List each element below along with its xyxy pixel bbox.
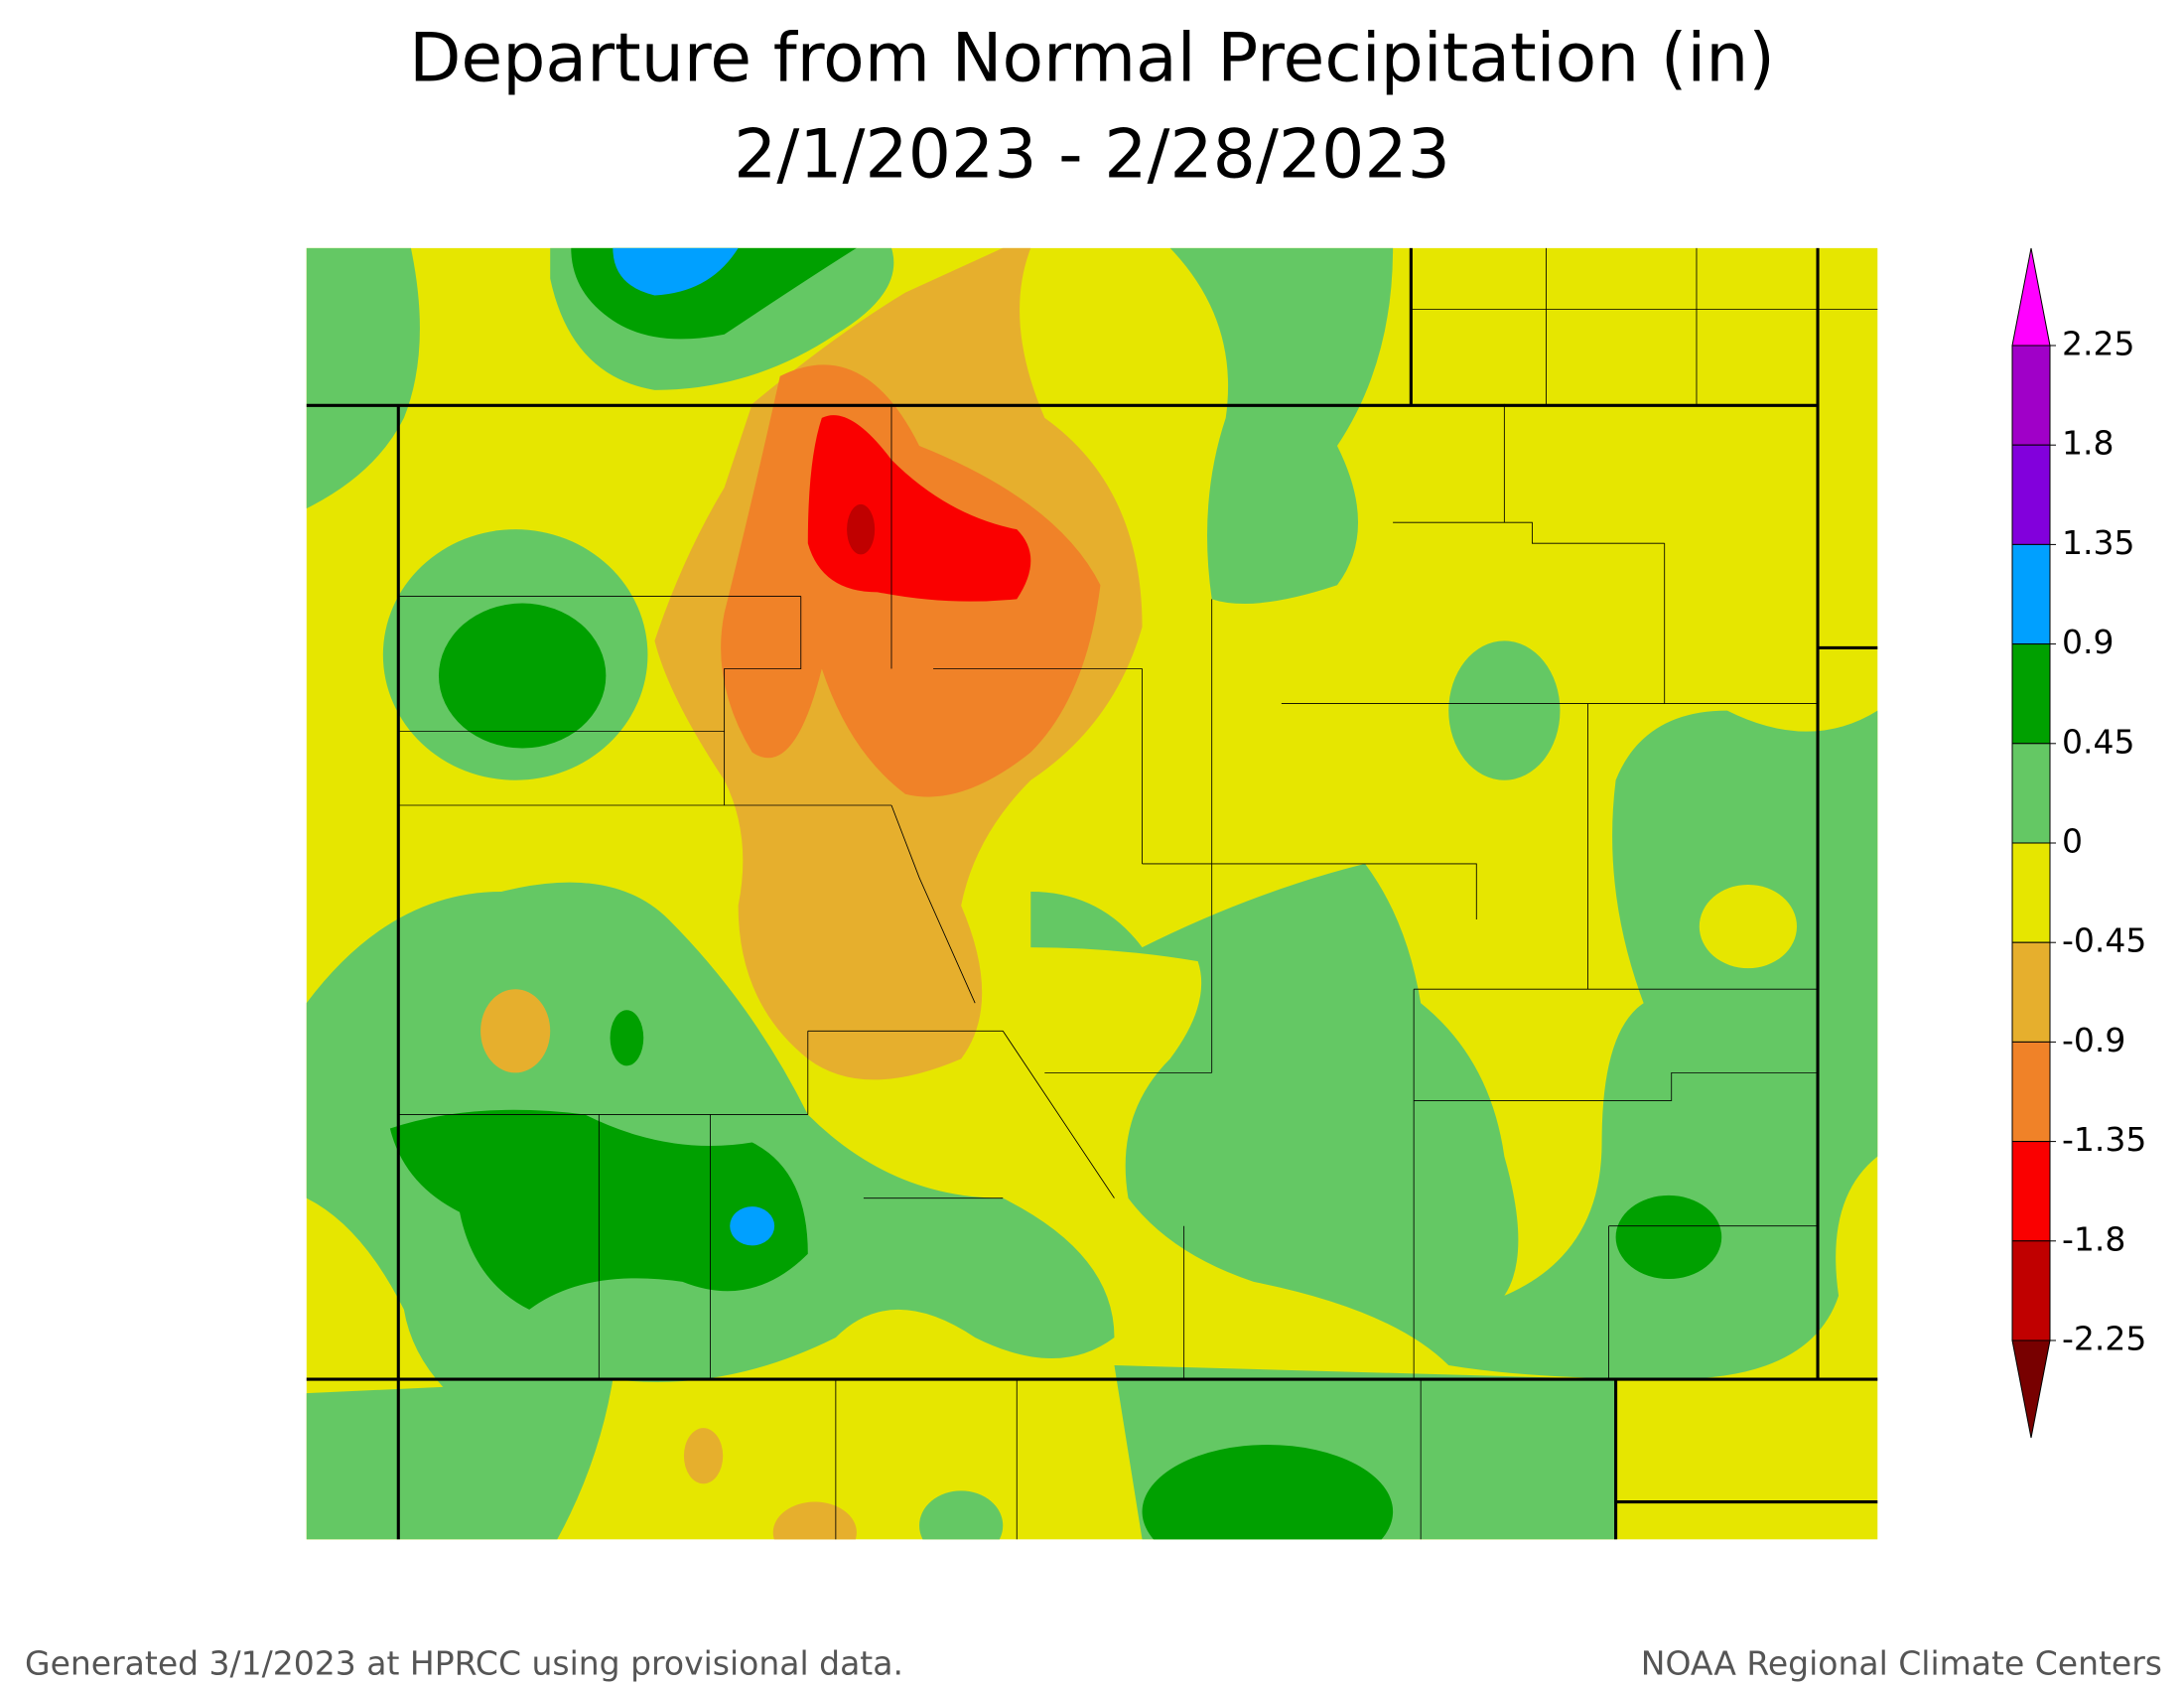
region bbox=[1169, 247, 1394, 605]
legend-label: 0 bbox=[2062, 822, 2083, 861]
footer-left: Generated 3/1/2023 at HPRCC using provis… bbox=[25, 1644, 903, 1683]
legend-label: -0.9 bbox=[2062, 1021, 2125, 1059]
region bbox=[919, 1490, 1004, 1540]
region bbox=[613, 247, 739, 296]
legend-box bbox=[2011, 1240, 2051, 1341]
legend-label: 1.35 bbox=[2062, 523, 2134, 562]
legend-label: -1.35 bbox=[2062, 1120, 2146, 1159]
legend-box bbox=[2011, 842, 2051, 943]
legend-arrow-top bbox=[2011, 247, 2051, 347]
legend-label: -2.25 bbox=[2062, 1320, 2146, 1358]
region bbox=[683, 1428, 724, 1484]
legend-box bbox=[2011, 543, 2051, 645]
legend-label: -1.8 bbox=[2062, 1219, 2125, 1258]
legend-box bbox=[2011, 444, 2051, 545]
legend-box bbox=[2011, 743, 2051, 844]
region bbox=[772, 1501, 857, 1540]
region bbox=[480, 989, 551, 1073]
legend-label: 1.8 bbox=[2062, 424, 2114, 463]
legend-arrow-bottom bbox=[2011, 1339, 2051, 1439]
region bbox=[1142, 1445, 1394, 1540]
legend-box bbox=[2011, 1141, 2051, 1242]
footer-right: NOAA Regional Climate Centers bbox=[1641, 1644, 2162, 1683]
region bbox=[306, 247, 420, 509]
legend: 2.25 1.8 1.35 0.9 0.45 0 -0.45 -0.9 -1.35 -1.8 -2.… bbox=[2011, 247, 2146, 1439]
region bbox=[1699, 884, 1797, 969]
legend-label: 2.25 bbox=[2062, 325, 2134, 363]
region bbox=[1615, 1195, 1722, 1280]
region bbox=[730, 1206, 775, 1246]
map bbox=[306, 247, 1878, 1540]
legend-box bbox=[2011, 643, 2051, 745]
county-lines bbox=[398, 247, 1878, 1540]
region bbox=[847, 503, 876, 555]
legend-box bbox=[2011, 1041, 2051, 1143]
title: Departure from Normal Precipitation (in) bbox=[409, 20, 1775, 98]
region bbox=[807, 415, 1031, 602]
legend-label: -0.45 bbox=[2062, 921, 2146, 960]
region bbox=[438, 603, 607, 749]
legend-box bbox=[2011, 345, 2051, 446]
region bbox=[306, 1379, 614, 1540]
region bbox=[610, 1010, 644, 1066]
subtitle: 2/1/2023 - 2/28/2023 bbox=[734, 116, 1450, 195]
legend-box bbox=[2011, 941, 2051, 1043]
region bbox=[1448, 640, 1561, 780]
legend-label: 0.9 bbox=[2062, 623, 2114, 661]
legend-label: 0.45 bbox=[2062, 722, 2134, 761]
state-borders bbox=[306, 247, 1878, 1540]
